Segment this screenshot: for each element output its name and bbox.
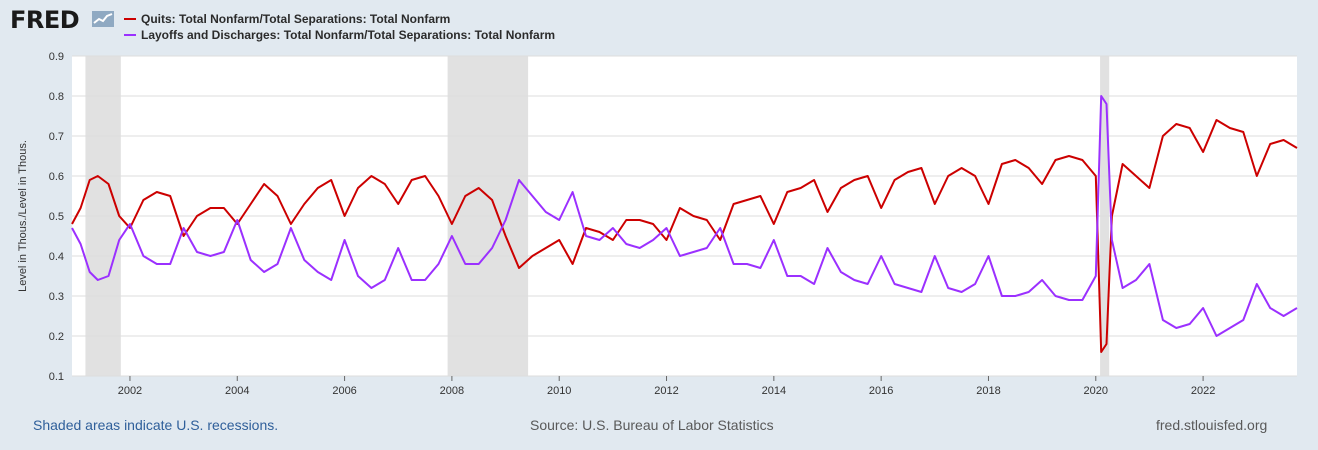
y-tick-label: 0.3 xyxy=(49,291,64,303)
fred-logo-text: FRED xyxy=(10,6,80,34)
x-tick-label: 2020 xyxy=(1084,385,1108,397)
y-tick-label: 0.7 xyxy=(49,131,64,143)
grid-lines xyxy=(72,55,1297,377)
x-tick-label: 2012 xyxy=(654,385,678,397)
y-tick-label: 0.2 xyxy=(49,331,64,343)
y-tick-label: 0.4 xyxy=(49,251,64,263)
y-tick-label: 0.5 xyxy=(49,211,64,223)
x-tick-label: 2004 xyxy=(225,385,249,397)
x-tick-label: 2018 xyxy=(976,385,1000,397)
y-axis-ticks: 0.1 0.2 0.3 0.4 0.5 0.6 0.7 0.8 0.9 xyxy=(49,51,64,383)
x-tick-label: 2002 xyxy=(118,385,142,397)
x-axis-ticks: 2002 2004 2006 2008 2010 2012 2014 2016 2018 2020… xyxy=(118,376,1215,397)
source-text: Source: U.S. Bureau of Labor Statistics xyxy=(530,417,774,433)
legend-item-quits[interactable]: Quits: Total Nonfarm/Total Separations: … xyxy=(124,12,555,28)
y-tick-label: 0.9 xyxy=(49,51,64,63)
x-tick-label: 2006 xyxy=(332,385,356,397)
fred-logo[interactable]: FRED xyxy=(10,6,80,34)
series-line-quits[interactable] xyxy=(71,119,1298,353)
chart-legend: Quits: Total Nonfarm/Total Separations: … xyxy=(124,12,555,44)
x-tick-label: 2014 xyxy=(762,385,786,397)
chart-line-icon-line xyxy=(93,13,113,24)
chart-line-icon xyxy=(92,11,114,27)
legend-swatch-layoffs xyxy=(124,33,136,36)
y-tick-label: 0.1 xyxy=(49,371,64,383)
site-link[interactable]: fred.stlouisfed.org xyxy=(1156,417,1268,433)
legend-swatch-quits xyxy=(124,17,136,20)
x-tick-label: 2016 xyxy=(869,385,893,397)
y-tick-label: 0.8 xyxy=(49,91,64,103)
legend-label-quits: Quits: Total Nonfarm/Total Separations: … xyxy=(141,12,451,26)
line-chart: 0.1 0.2 0.3 0.4 0.5 0.6 0.7 0.8 0.9 2002 2004 2006… xyxy=(17,51,1298,397)
series-line-layoffs[interactable] xyxy=(71,95,1298,337)
x-tick-label: 2022 xyxy=(1191,385,1215,397)
y-tick-label: 0.6 xyxy=(49,171,64,183)
legend-item-layoffs[interactable]: Layoffs and Discharges: Total Nonfarm/To… xyxy=(124,28,555,44)
legend-label-layoffs: Layoffs and Discharges: Total Nonfarm/To… xyxy=(141,28,556,42)
x-tick-label: 2010 xyxy=(547,385,571,397)
series-lines xyxy=(71,95,1298,353)
x-tick-label: 2008 xyxy=(440,385,464,397)
recession-note-link[interactable]: Shaded areas indicate U.S. recessions. xyxy=(33,417,279,433)
y-axis-label: Level in Thous./Level in Thous. xyxy=(17,140,29,292)
